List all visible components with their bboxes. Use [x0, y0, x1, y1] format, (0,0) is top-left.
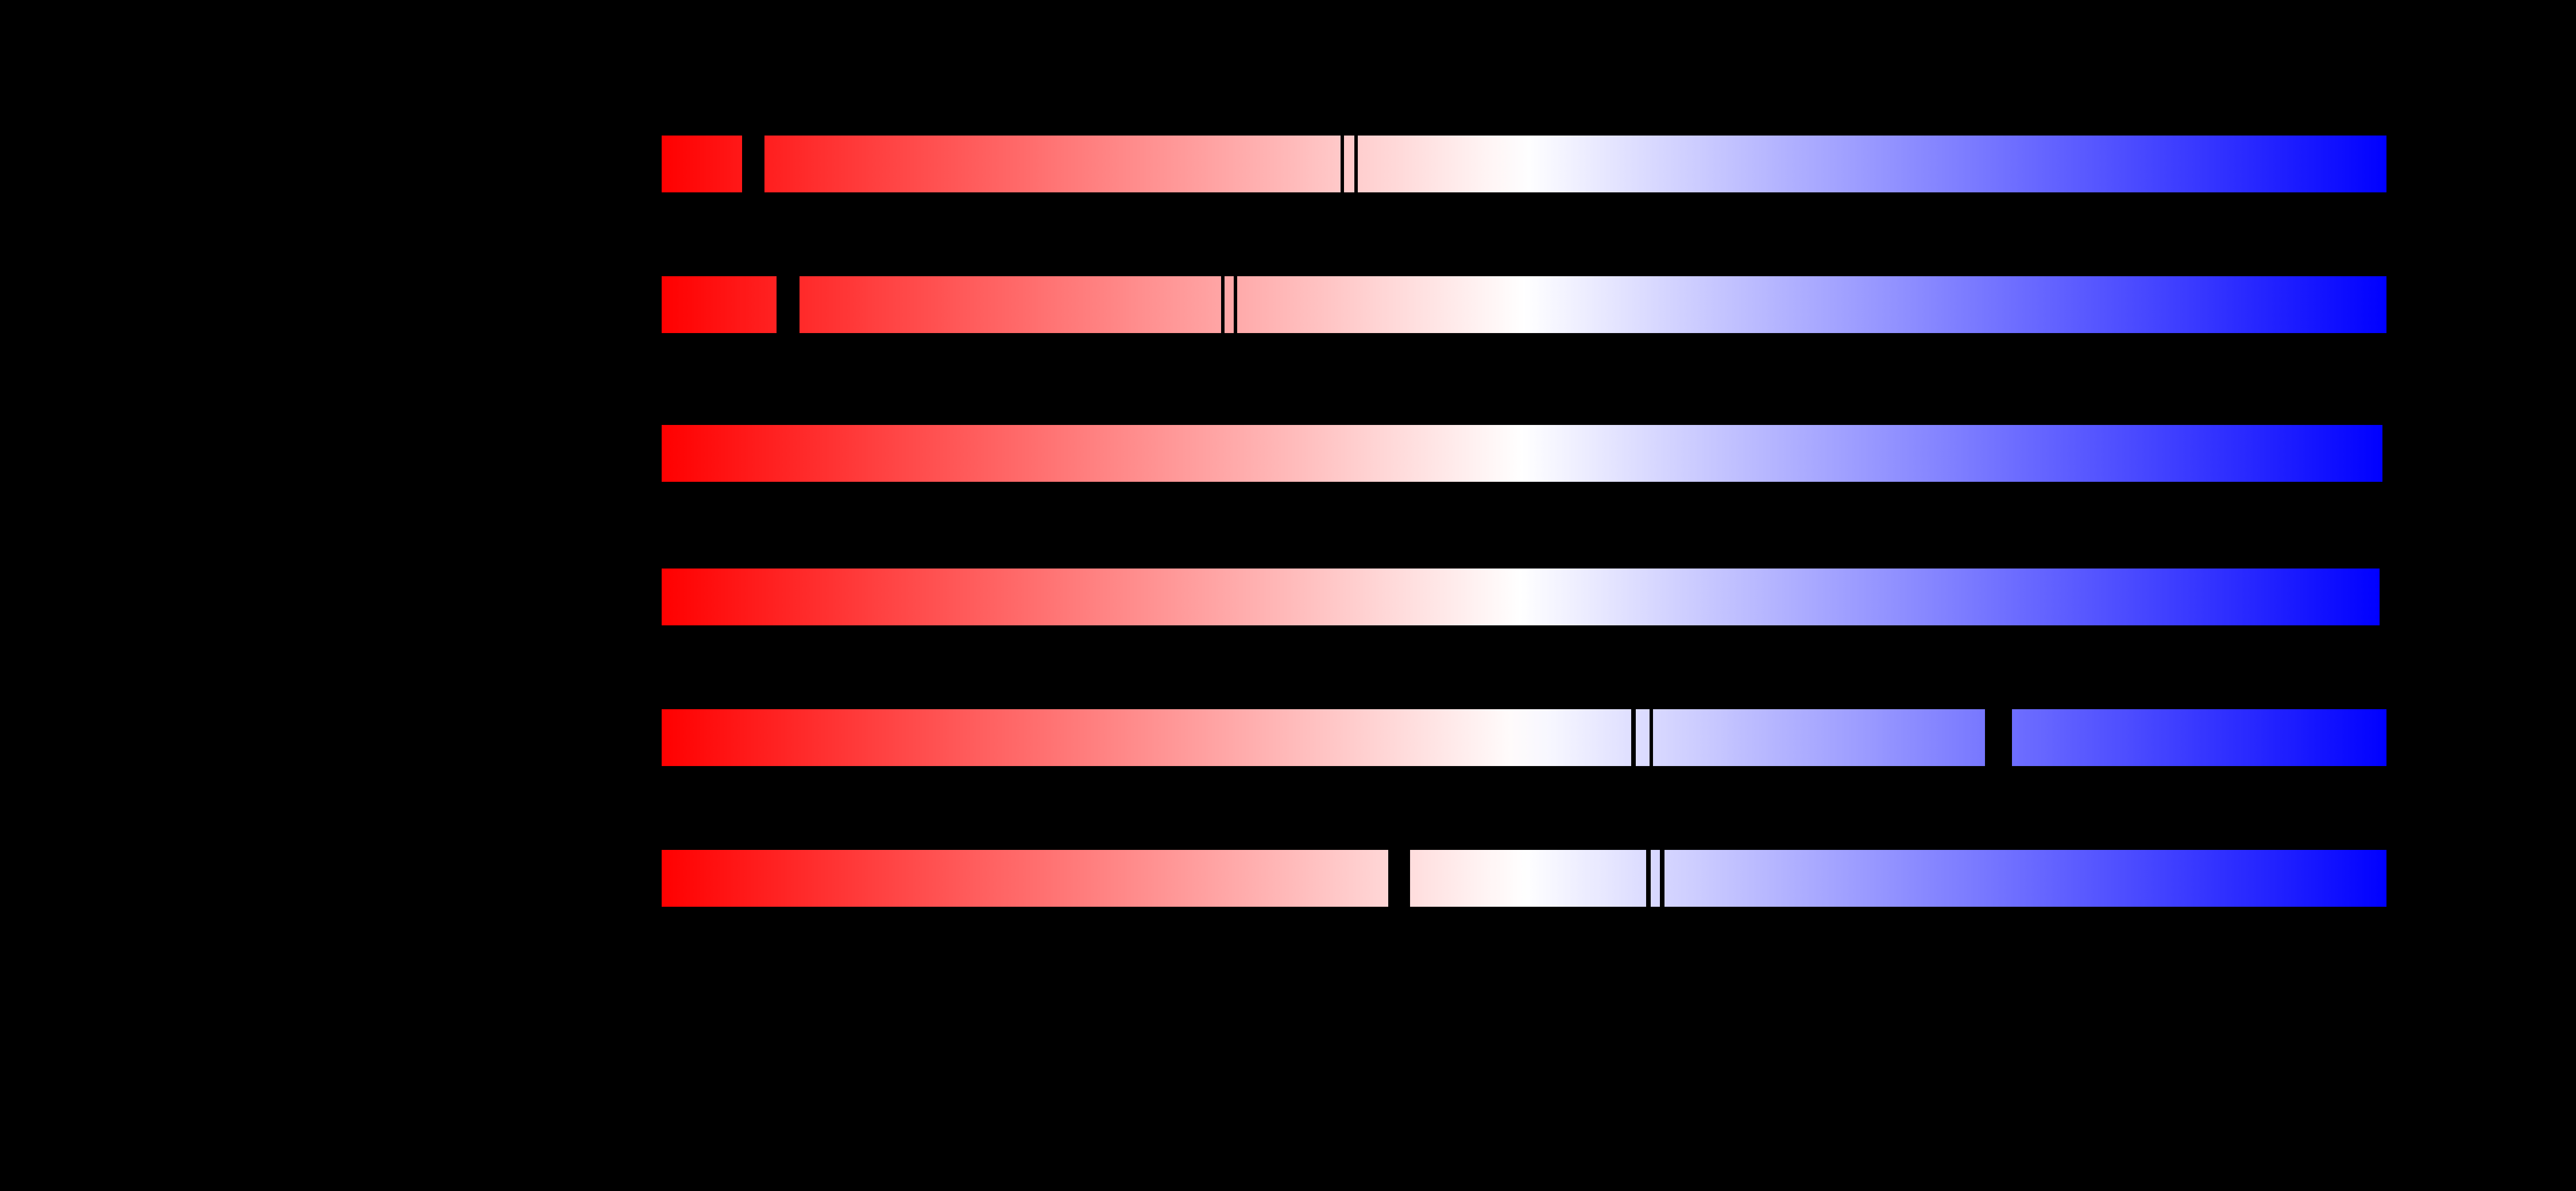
colorbar-segment	[662, 276, 777, 333]
colorbar-segment	[1225, 276, 1234, 333]
colorbar-row	[0, 425, 2576, 482]
colorbar-segment	[800, 276, 1221, 333]
colorbar-segment	[662, 136, 742, 192]
colorbar-segment	[662, 709, 1631, 766]
colorbar-segment	[1664, 850, 2386, 907]
colorbar-segment	[1410, 850, 1646, 907]
colorbar-segment	[1344, 136, 1354, 192]
colorbar-row	[0, 709, 2576, 766]
colorbar-segment	[2012, 709, 2386, 766]
colorbar-segment	[1358, 136, 2386, 192]
colorbar-row	[0, 569, 2576, 625]
colorbar-row	[0, 276, 2576, 333]
colorbar-segment	[662, 425, 2382, 482]
colorbar-segment	[1651, 850, 1660, 907]
colorbar-segment	[1636, 709, 1650, 766]
colorbar-segment	[662, 850, 1388, 907]
row-label-gutter	[0, 0, 662, 1191]
colorbar-row	[0, 136, 2576, 192]
colorbar-segment	[1653, 709, 1985, 766]
colorbar-segment	[1237, 276, 2386, 333]
colorbar-segment	[662, 569, 2380, 625]
colorbar-row	[0, 850, 2576, 907]
colorbar-segment	[764, 136, 1341, 192]
